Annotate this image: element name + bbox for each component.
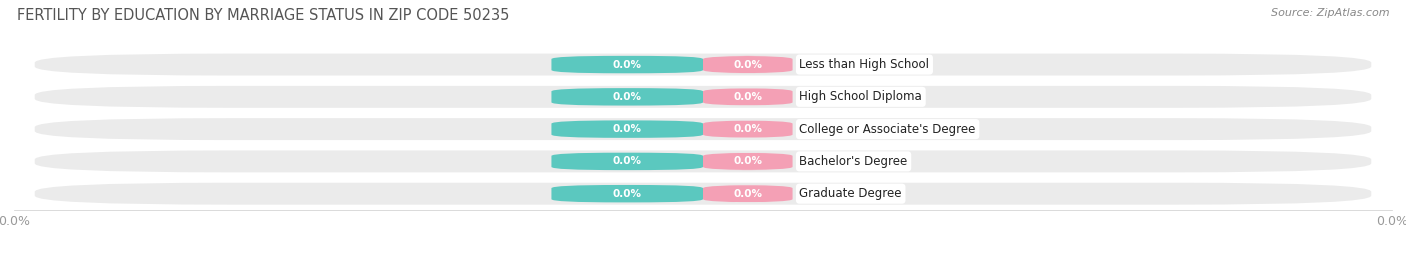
Text: Graduate Degree: Graduate Degree <box>800 187 903 200</box>
FancyBboxPatch shape <box>703 88 793 105</box>
FancyBboxPatch shape <box>35 54 1371 76</box>
Text: Bachelor's Degree: Bachelor's Degree <box>800 155 908 168</box>
Text: 0.0%: 0.0% <box>734 92 762 102</box>
Text: Less than High School: Less than High School <box>800 58 929 71</box>
Text: 0.0%: 0.0% <box>613 189 641 199</box>
FancyBboxPatch shape <box>551 153 703 170</box>
FancyBboxPatch shape <box>35 183 1371 205</box>
Text: 0.0%: 0.0% <box>734 156 762 167</box>
FancyBboxPatch shape <box>35 86 1371 108</box>
Text: 0.0%: 0.0% <box>613 124 641 134</box>
Text: 0.0%: 0.0% <box>734 124 762 134</box>
FancyBboxPatch shape <box>35 118 1371 140</box>
FancyBboxPatch shape <box>35 150 1371 172</box>
FancyBboxPatch shape <box>703 121 793 138</box>
Text: 0.0%: 0.0% <box>613 156 641 167</box>
Text: 0.0%: 0.0% <box>734 189 762 199</box>
FancyBboxPatch shape <box>703 153 793 170</box>
FancyBboxPatch shape <box>703 185 793 202</box>
Text: Source: ZipAtlas.com: Source: ZipAtlas.com <box>1271 8 1389 18</box>
Text: FERTILITY BY EDUCATION BY MARRIAGE STATUS IN ZIP CODE 50235: FERTILITY BY EDUCATION BY MARRIAGE STATU… <box>17 8 509 23</box>
FancyBboxPatch shape <box>551 88 703 105</box>
Text: 0.0%: 0.0% <box>734 59 762 70</box>
FancyBboxPatch shape <box>551 185 703 202</box>
FancyBboxPatch shape <box>551 56 703 73</box>
FancyBboxPatch shape <box>703 56 793 73</box>
Text: 0.0%: 0.0% <box>613 92 641 102</box>
Text: 0.0%: 0.0% <box>613 59 641 70</box>
Text: High School Diploma: High School Diploma <box>800 90 922 103</box>
FancyBboxPatch shape <box>551 121 703 138</box>
Text: College or Associate's Degree: College or Associate's Degree <box>800 123 976 136</box>
